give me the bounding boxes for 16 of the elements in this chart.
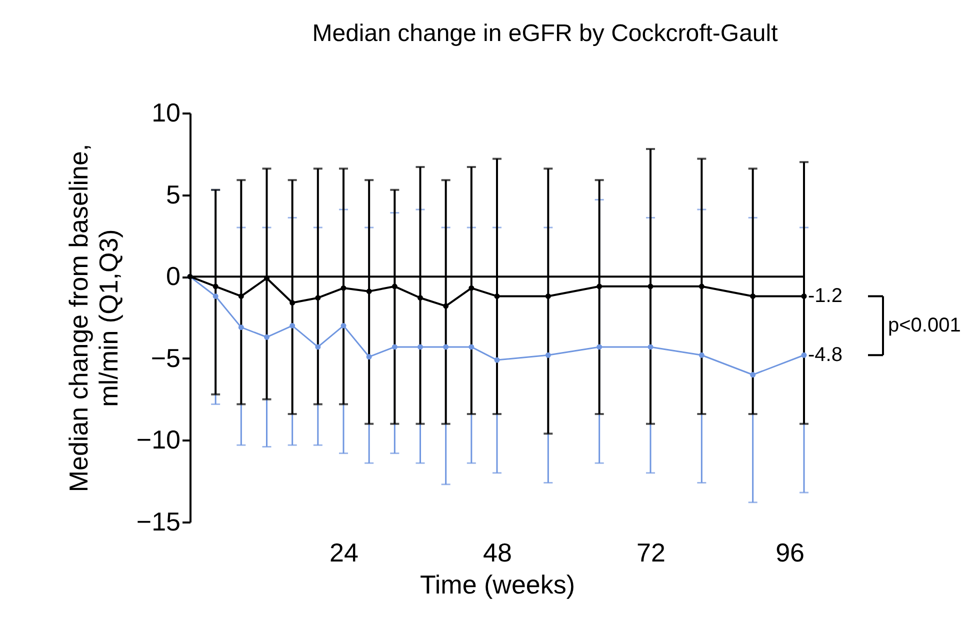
y-tick-label: −5 <box>150 342 180 373</box>
y-tick-label: 5 <box>166 179 180 210</box>
text: p<0.001 <box>888 314 961 337</box>
y-axis-title: Median change from baseline, ml/min (Q1,Q3) <box>63 144 124 492</box>
y-tick-label: −10 <box>136 424 180 455</box>
annotation: -1.2 <box>808 285 842 308</box>
x-tick-label: 24 <box>330 538 358 568</box>
x-tick-label: 48 <box>483 538 512 568</box>
y-tick-label: −15 <box>136 506 180 536</box>
y-tick-label: 0 <box>166 261 180 292</box>
x-tick-label: 72 <box>636 538 666 568</box>
x-tick-label: 96 <box>776 538 804 568</box>
x-axis-title: Time (weeks) <box>420 570 576 600</box>
annotation: -4.8 <box>808 344 842 366</box>
y-tick-label: 10 <box>152 98 180 128</box>
chart-title: Median change in eGFR by Cockcroft-Gault <box>312 20 778 47</box>
